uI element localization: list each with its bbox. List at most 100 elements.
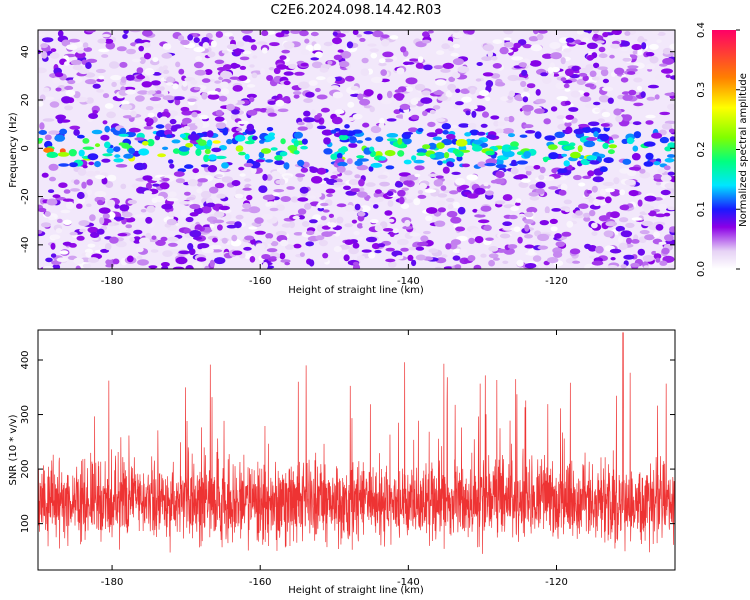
heatmap-cell — [152, 183, 160, 187]
heatmap-cell — [87, 243, 96, 248]
heatmap-cell — [138, 237, 151, 245]
heatmap-cell — [345, 75, 355, 82]
heatmap-cell — [122, 211, 133, 218]
heatmap-cell — [330, 85, 339, 89]
heatmap-cell — [386, 118, 397, 122]
heatmap-cell — [380, 98, 392, 105]
heatmap-cell — [321, 231, 333, 238]
heatmap-cell — [50, 242, 56, 250]
heatmap-cell — [162, 146, 169, 150]
heatmap-cell — [416, 148, 427, 154]
heatmap-cell — [649, 43, 659, 50]
heatmap-cell — [385, 247, 395, 252]
heatmap-cell — [582, 175, 592, 179]
heatmap-cell — [525, 170, 532, 176]
heatmap-cell — [659, 111, 671, 116]
heatmap-cell — [426, 132, 438, 138]
heatmap-cell — [609, 54, 615, 59]
heatmap-cell — [246, 84, 256, 88]
heatmap-cell — [95, 174, 106, 180]
heatmap-cell — [379, 156, 387, 161]
heatmap-cell — [298, 81, 310, 89]
heatmap-cell — [200, 164, 209, 168]
heatmap-cell — [416, 152, 427, 156]
heatmap-cell — [41, 51, 48, 59]
heatmap-cell — [491, 56, 498, 61]
heatmap-cell — [523, 219, 534, 224]
y-tick-label: 40 — [20, 45, 31, 58]
heatmap-cell — [50, 253, 57, 258]
heatmap-cell — [451, 171, 461, 175]
heatmap-cell — [336, 152, 343, 159]
heatmap-cell — [299, 186, 309, 194]
heatmap-cell — [664, 92, 675, 96]
heatmap-cell — [349, 136, 357, 141]
heatmap-cell — [87, 257, 99, 263]
heatmap-cell — [38, 207, 47, 213]
heatmap-cell — [607, 265, 618, 269]
heatmap-cell — [236, 41, 245, 47]
heatmap-cell — [38, 229, 43, 234]
heatmap-cell — [487, 50, 494, 58]
heatmap-cell — [48, 216, 55, 221]
heatmap-cell — [65, 201, 75, 210]
heatmap-cell — [400, 203, 410, 210]
heatmap-cell — [100, 134, 110, 141]
heatmap-cell — [193, 46, 206, 53]
heatmap-cell — [474, 236, 484, 244]
heatmap-cell — [543, 118, 551, 125]
heatmap-cell — [221, 50, 229, 54]
heatmap-cell — [488, 259, 495, 267]
heatmap-cell — [100, 248, 110, 253]
heatmap-cell — [153, 100, 160, 105]
heatmap-cell — [622, 158, 632, 165]
heatmap-cell — [637, 36, 645, 43]
heatmap-cell — [115, 240, 127, 248]
heatmap-cell — [172, 96, 185, 101]
heatmap-cell — [269, 42, 280, 47]
heatmap-cell — [251, 72, 258, 79]
heatmap-cell — [226, 138, 233, 145]
heatmap-cell — [323, 177, 330, 182]
heatmap-cell — [560, 183, 568, 192]
heatmap-cell — [592, 199, 602, 207]
heatmap-cell — [107, 222, 115, 227]
heatmap-cell — [510, 141, 519, 148]
heatmap-cell — [622, 94, 633, 101]
heatmap-cell — [547, 257, 559, 264]
heatmap-cell — [570, 90, 581, 98]
heatmap-cell — [313, 43, 321, 51]
heatmap-cell — [379, 58, 386, 64]
heatmap-cell — [142, 42, 151, 48]
heatmap-cell — [550, 226, 558, 232]
heatmap-cell — [433, 179, 443, 187]
heatmap-cell — [281, 223, 293, 228]
heatmap-cell — [637, 199, 643, 207]
heatmap-cell — [425, 53, 437, 61]
heatmap-cell — [607, 97, 614, 104]
heatmap-cell — [421, 90, 431, 96]
snr-y-label: SNR (10 * v/v) — [8, 414, 19, 485]
heatmap-cell — [204, 69, 213, 75]
heatmap-cell — [258, 185, 268, 193]
heatmap-cell — [38, 67, 47, 74]
heatmap-cell — [134, 137, 145, 141]
heatmap-cell — [589, 70, 597, 78]
heatmap-cell — [260, 148, 272, 154]
heatmap-cell — [493, 257, 500, 261]
heatmap-cell — [156, 90, 162, 94]
heatmap-cell — [667, 207, 675, 211]
x-tick-label: -180 — [101, 276, 124, 287]
colorbar-tick-label: 0.1 — [696, 201, 707, 217]
heatmap-cell — [515, 198, 522, 203]
heatmap-cell — [511, 56, 524, 61]
heatmap-cell — [104, 125, 110, 133]
x-tick-label: -120 — [545, 276, 568, 287]
heatmap-cell — [68, 38, 81, 43]
heatmap-cell — [485, 96, 491, 101]
heatmap-cell — [173, 183, 182, 188]
heatmap-cell — [78, 220, 90, 227]
heatmap-cell — [364, 137, 372, 141]
heatmap-cell — [106, 252, 114, 260]
heatmap-cell — [310, 31, 319, 37]
